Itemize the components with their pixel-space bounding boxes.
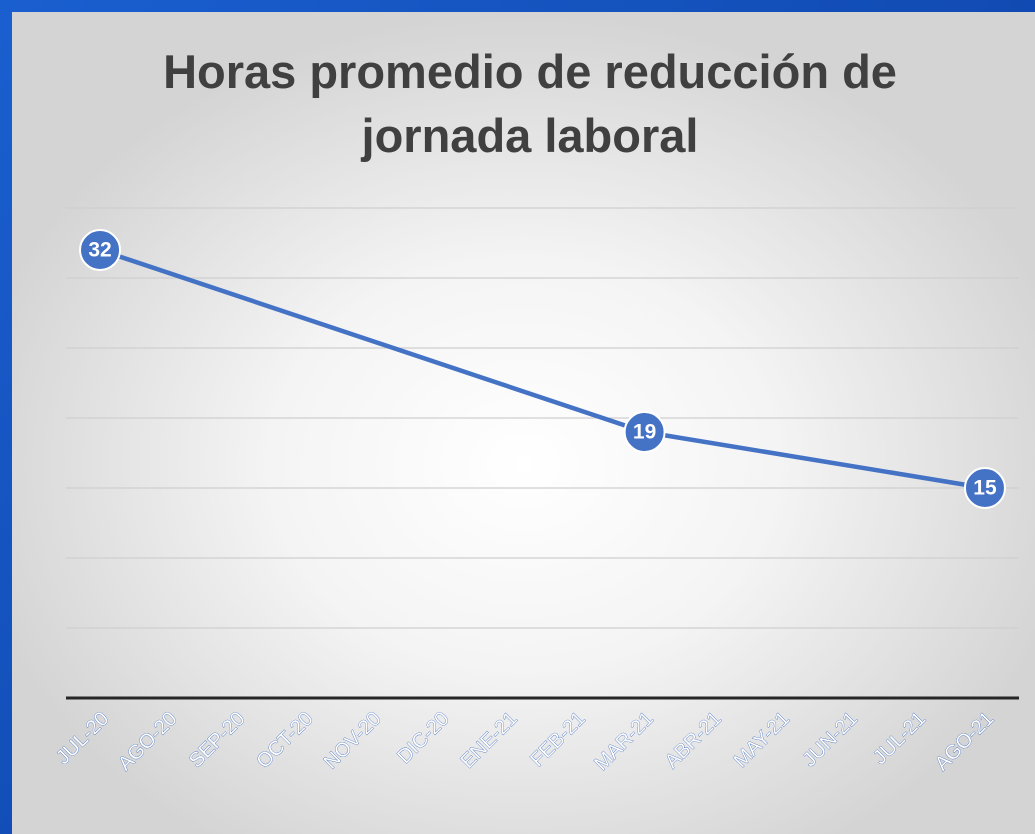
x-tick-label: ENE-21 [457,708,522,773]
data-label: 32 [88,239,111,262]
line-segment [642,429,988,491]
chart-title: Horas promedio de reducción de jornada l… [163,45,897,162]
data-marker [79,229,122,271]
x-tick-label: AGO-20 [114,708,181,775]
x-tick-label: FEB-21 [526,708,590,772]
line-segment [97,247,647,435]
x-tick-label: JUN-21 [799,708,862,771]
x-tick-label: DIC-20 [393,708,453,768]
x-tick-label: ABR-21 [661,708,726,773]
data-label: 19 [633,421,656,444]
x-tick-label: MAY-21 [730,708,794,772]
data-marker [623,411,666,453]
x-tick-label: JUL-21 [869,708,930,769]
x-tick-label: JUL-20 [52,708,113,769]
x-tick-label: AGO-21 [931,708,998,775]
x-tick-label: NOV-20 [320,708,386,774]
x-tick-label: MAR-21 [590,708,657,775]
x-tick-label: SEP-20 [185,708,249,772]
x-tick-label: OCT-20 [252,708,317,773]
data-label: 15 [973,477,997,500]
data-marker [963,467,1006,509]
